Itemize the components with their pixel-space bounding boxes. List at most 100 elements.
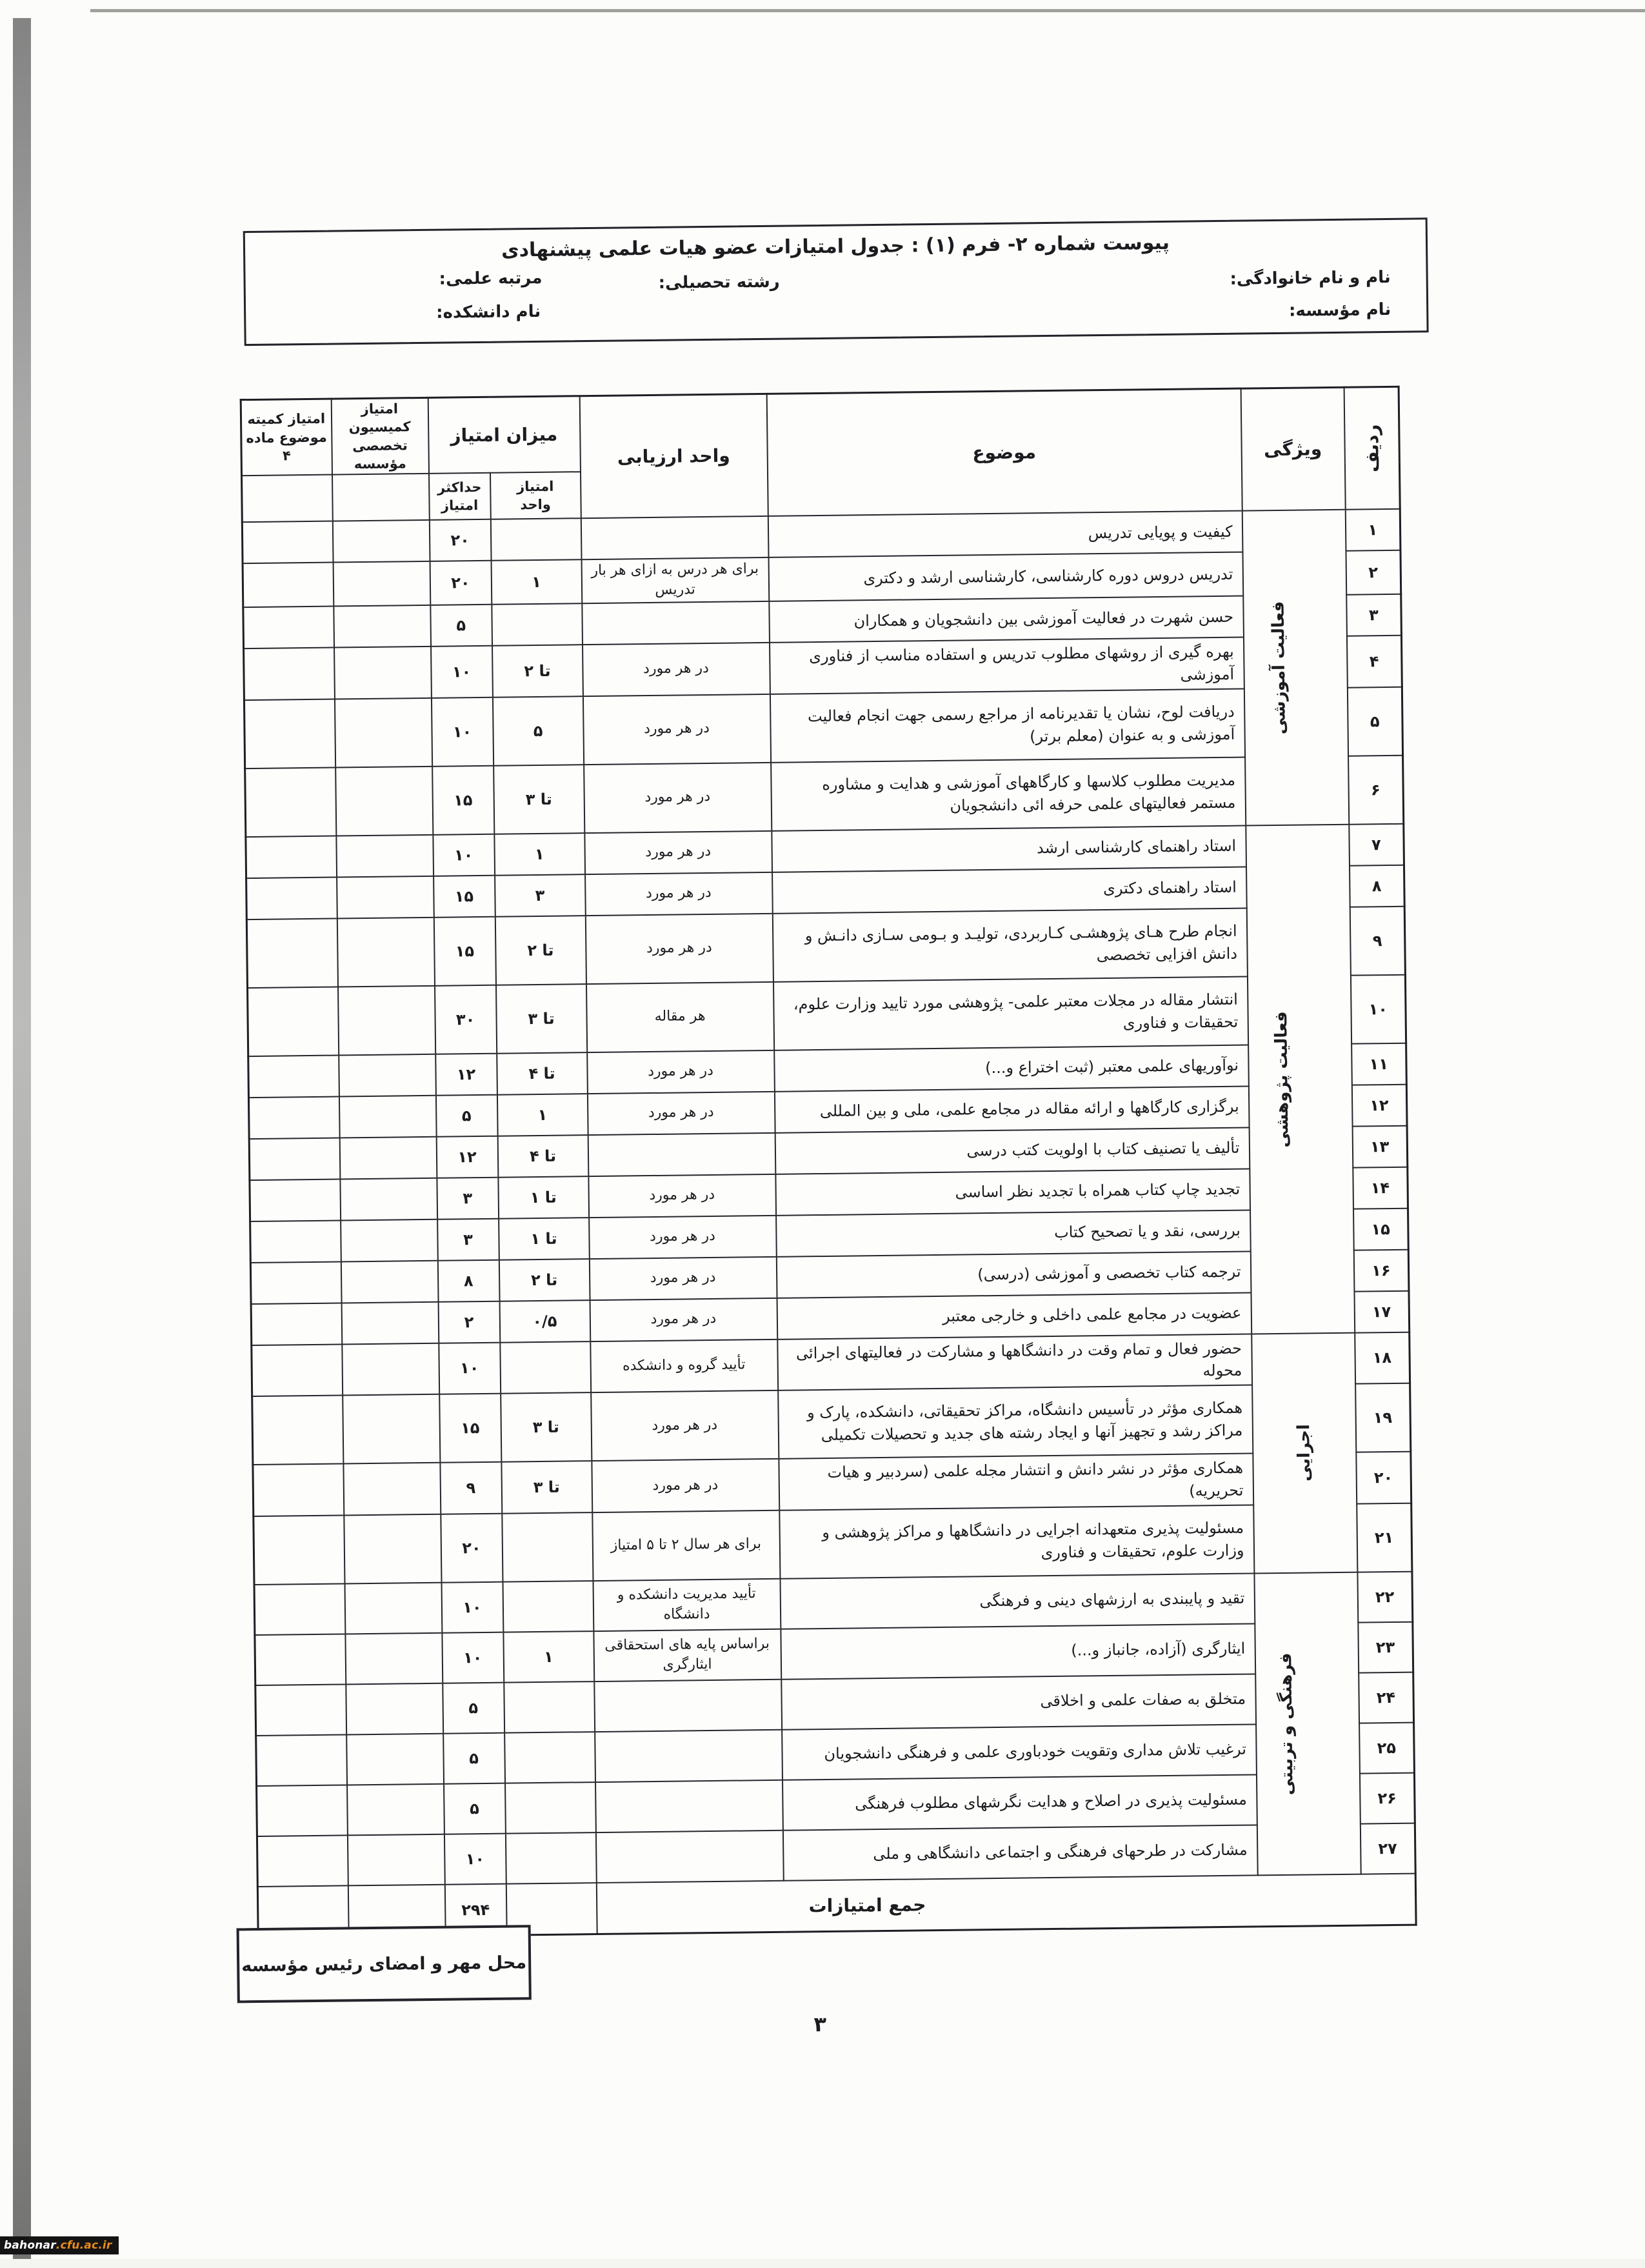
row-number-cell: ۱ (1345, 509, 1401, 552)
row-number-cell: ۳ (1346, 594, 1402, 636)
evaluation-unit-cell (593, 1679, 782, 1732)
subject-cell: مسئولیت پذیری در اصلاح و هدایت نگرشهای م… (782, 1774, 1257, 1831)
row-number-cell: ۱۹ (1355, 1383, 1411, 1452)
watermark-badge: bahonar .cfu.ac.ir (0, 2236, 119, 2254)
evaluation-unit-cell: هر مقاله (586, 981, 774, 1052)
row-number-cell: ۱۵ (1353, 1208, 1409, 1250)
field-full-name: نام و نام خانوادگی: (1230, 267, 1391, 289)
commission-score-cell (344, 1632, 443, 1685)
unit-score-cell (504, 1731, 595, 1783)
field-faculty-name: نام دانشکده: (436, 301, 541, 323)
max-score-cell: ۱۲ (436, 1136, 498, 1178)
committee-score-cell (256, 1785, 348, 1836)
total-label: جمع امتیازات (596, 1873, 1417, 1934)
commission-score-cell (346, 1733, 444, 1785)
subject-cell: حسن شهرت در فعالیت آموزشی بین دانشجویان … (768, 596, 1244, 643)
category-cell: فرهنگی و تربیتی (1253, 1572, 1361, 1876)
evaluation-unit-cell: در هر مورد (587, 1091, 775, 1135)
subject-cell: تدریس دروس دوره کارشناسی، کارشناسی ارشد … (768, 552, 1243, 601)
unit-score-cell: ۰/۵ (499, 1300, 590, 1343)
evaluation-unit-cell (594, 1729, 783, 1782)
unit-score-cell: تا ۳ (495, 983, 587, 1054)
commission-score-cell (339, 1136, 437, 1179)
row-number-cell: ۱۶ (1353, 1249, 1409, 1292)
unit-score-cell: ۱ (497, 1093, 588, 1136)
committee-score-cell (251, 1344, 343, 1397)
commission-score-cell (335, 766, 433, 836)
row-number-cell: ۲۱ (1356, 1503, 1412, 1572)
subject-cell: استاد راهنمای کارشناسی ارشد (771, 825, 1246, 872)
row-number-cell: ۵ (1347, 687, 1403, 756)
committee-score-cell (248, 1096, 340, 1139)
commission-score-cell (345, 1683, 443, 1735)
col-header-subject: موضوع (766, 388, 1242, 517)
committee-score-cell (247, 987, 339, 1056)
commission-score-cell (341, 1260, 439, 1303)
score-table-body: ۱ فعالیت آموزشی کیفیت و پویایی تدریس ۲۰ ۲… (242, 509, 1416, 1887)
subject-cell: حضور فعال و تمام وقت در دانشگاهها و مشار… (777, 1334, 1252, 1390)
committee-score-cell (249, 1179, 341, 1221)
col-header-score-amount: میزان امتیاز (428, 396, 581, 474)
subject-cell: دریافت لوح، نشان یا تقدیرنامه از مراجع ر… (770, 688, 1245, 763)
scan-edge-artifact (13, 18, 31, 2259)
unit-score-cell: ۱ (491, 559, 582, 605)
max-score-cell: ۸ (437, 1259, 500, 1302)
committee-score-cell (255, 1734, 347, 1786)
row-number-header-label: ردیف (1361, 424, 1383, 473)
row-number-cell: ۱۱ (1351, 1043, 1407, 1085)
subject-cell: بررسی، نقد و یا تصحیح کتاب (775, 1210, 1251, 1257)
table-row: ۹ انجام طرح هـای پژوهشـی کـاربردی، تولیـ… (246, 906, 1406, 988)
table-row: ۱۰ انتشار مقاله در مجلات معتبر علمی- پژو… (247, 974, 1406, 1056)
max-score-cell: ۵ (442, 1682, 504, 1734)
col-header-feature: ویژگی (1241, 387, 1346, 511)
commission-score-cell (338, 1054, 436, 1097)
evaluation-unit-cell: تأیید گروه و دانشکده (590, 1339, 778, 1393)
unit-score-cell: تا ۴ (497, 1134, 588, 1178)
evaluation-unit-cell: در هر مورد (589, 1256, 777, 1300)
commission-score-cell (341, 1301, 439, 1345)
committee-score-cell (248, 1055, 339, 1098)
subject-cell: تجدید چاپ کتاب همراه با تجدید نظر اساسی (775, 1169, 1250, 1216)
subject-cell: همکاری مؤثر در نشر دانش و انتشار مجله عل… (778, 1453, 1253, 1510)
max-score-cell: ۱۰ (444, 1833, 506, 1885)
committee-score-cell (246, 918, 338, 988)
row-number-cell: ۲۶ (1359, 1772, 1415, 1824)
committee-score-cell (243, 647, 335, 700)
row-number-cell: ۲ (1345, 550, 1401, 595)
category-cell: فعالیت پژوهشی (1245, 824, 1355, 1334)
evaluation-unit-cell: در هر مورد (590, 1298, 777, 1341)
unit-score-cell: تا ۳ (500, 1392, 592, 1462)
row-number-cell: ۱۴ (1352, 1167, 1408, 1209)
row-number-cell: ۶ (1348, 755, 1404, 825)
unit-score-cell (503, 1580, 593, 1632)
subject-cell: همکاری مؤثر در تأسیس دانشگاه، مراکز تحقی… (777, 1385, 1253, 1459)
row-number-cell: ۴ (1346, 635, 1402, 688)
committee-score-cell (242, 521, 334, 564)
commission-score-cell (342, 1394, 440, 1464)
commission-score-cell (343, 1514, 441, 1584)
evaluation-unit-cell: براساس پایه های استحقاقی ایثارگری (593, 1629, 781, 1681)
category-cell: فعالیت آموزشی (1242, 510, 1349, 826)
col-header-unit-score: امتیاز واحد (490, 472, 581, 520)
max-score-cell: ۲ (438, 1301, 500, 1343)
subject-cell: نوآوریهای علمی معتبر (ثبت اختراع و...) (773, 1045, 1249, 1092)
max-score-cell: ۱۵ (433, 875, 495, 918)
committee-score-cell (254, 1583, 345, 1635)
row-number-cell: ۲۳ (1357, 1621, 1413, 1673)
committee-score-cell (253, 1515, 345, 1585)
committee-score-cell (244, 699, 335, 768)
row-number-cell: ۲۵ (1359, 1722, 1415, 1774)
subject-cell: بهره گیری از روشهای مطلوب تدریس و استفاد… (769, 637, 1244, 694)
max-score-cell: ۵ (443, 1783, 506, 1834)
committee-score-cell (257, 1835, 348, 1887)
subject-cell: متخلق به صفات علمی و اخلاقی (781, 1674, 1256, 1730)
commission-score-cell (337, 985, 435, 1056)
max-score-cell: ۱۰ (441, 1632, 504, 1683)
watermark-site: bahonar (4, 2239, 56, 2252)
evaluation-unit-cell: در هر مورد (583, 694, 771, 765)
max-score-cell: ۳ (437, 1218, 499, 1261)
commission-score-cell (339, 1178, 437, 1221)
evaluation-unit-cell: برای هر درس به ازای هر بار تدریس (581, 557, 769, 604)
